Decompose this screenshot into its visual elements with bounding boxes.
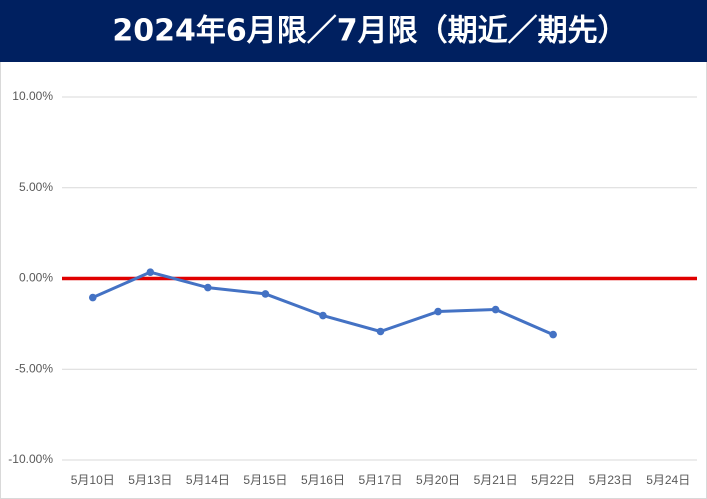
x-tick-label: 5月14日 bbox=[186, 473, 230, 487]
data-point bbox=[376, 327, 385, 336]
data-point bbox=[549, 330, 557, 339]
data-point bbox=[491, 305, 500, 314]
data-point bbox=[88, 293, 97, 302]
x-tick-label: 5月17日 bbox=[358, 473, 402, 487]
x-tick-label: 5月16日 bbox=[301, 473, 345, 487]
y-tick-label: -5.00% bbox=[15, 361, 53, 375]
data-point bbox=[434, 307, 442, 316]
x-tick-label: 5月23日 bbox=[589, 473, 633, 487]
y-tick-label: -10.00% bbox=[8, 452, 53, 466]
data-point bbox=[146, 268, 155, 276]
x-tick-label: 5月15日 bbox=[243, 473, 287, 487]
x-tick-label: 5月20日 bbox=[416, 473, 460, 487]
y-tick-label: 0.00% bbox=[19, 271, 53, 285]
y-tick-label: 10.00% bbox=[12, 89, 53, 103]
x-tick-label: 5月13日 bbox=[128, 473, 172, 487]
data-point bbox=[204, 283, 212, 292]
title-banner bbox=[0, 0, 707, 62]
x-tick-label: 5月24日 bbox=[646, 473, 690, 487]
x-tick-label: 5月10日 bbox=[71, 473, 115, 487]
y-tick-label: 5.00% bbox=[19, 180, 53, 194]
data-point bbox=[319, 311, 327, 320]
x-tick-label: 5月22日 bbox=[531, 473, 575, 487]
data-point bbox=[261, 290, 270, 298]
chart-title: 2024年6月限／7月限（期近／期先） bbox=[112, 14, 627, 49]
x-tick-label: 5月21日 bbox=[474, 473, 518, 487]
